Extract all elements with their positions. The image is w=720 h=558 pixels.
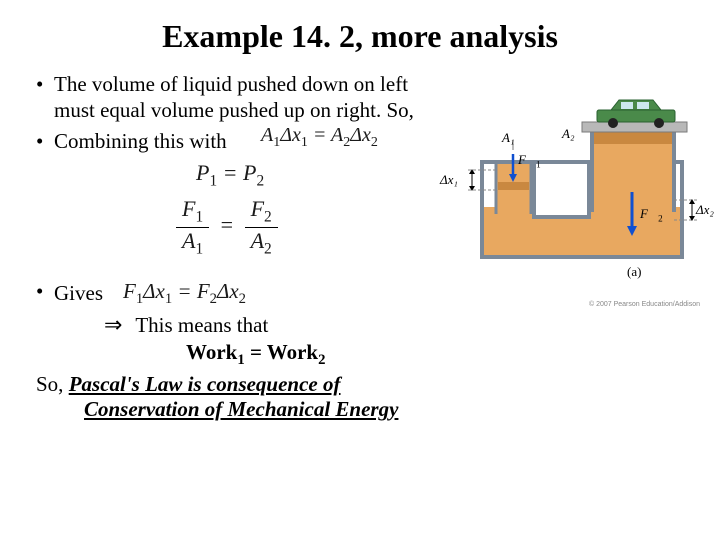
- means-line: ⇒ This means that: [86, 312, 690, 338]
- work-equality: Work1 = Work2: [186, 340, 690, 369]
- page-title: Example 14. 2, more analysis: [0, 18, 720, 55]
- label-dx2: Δx₂: [696, 202, 714, 218]
- hydraulic-diagram: Δx₁ Δx₂ F⃗1 F⃗2 A₁ A₂ (a) © 2007 Pearson…: [462, 92, 702, 292]
- bullet-volume: The volume of liquid pushed down on left…: [36, 71, 424, 124]
- conservation-line: Conservation of Mechanical Energy: [84, 397, 690, 422]
- pascal-text: Pascal's Law is consequence of: [69, 372, 341, 396]
- label-dx1: Δx₁: [440, 172, 458, 188]
- arrow-icon: ⇒: [104, 312, 122, 337]
- bullet-combining-text: Combining this with: [54, 129, 227, 153]
- conclusion-block: Gives F1Δx1 = F2Δx2 ⇒ This means that Wo…: [36, 278, 690, 422]
- eq-work: F1Δx1 = F2Δx2: [123, 278, 246, 309]
- frac-left: F1 A1: [176, 196, 209, 258]
- label-f1: F⃗1: [518, 152, 541, 170]
- label-caption: (a): [627, 264, 641, 280]
- label-f2: F⃗2: [640, 206, 663, 224]
- so-text: So,: [36, 372, 69, 396]
- bullet-gives-text: Gives: [54, 280, 103, 306]
- frac-right: F2 A2: [245, 196, 278, 258]
- so-line: So, Pascal's Law is consequence of: [36, 372, 690, 397]
- copyright-text: © 2007 Pearson Education/Addison: [589, 301, 700, 308]
- diagram-svg: [462, 92, 702, 292]
- bullet-volume-text: The volume of liquid pushed down on left…: [54, 72, 414, 122]
- label-a1: A₁: [502, 130, 514, 146]
- label-a2: A₂: [562, 126, 574, 142]
- means-text: This means that: [135, 313, 268, 337]
